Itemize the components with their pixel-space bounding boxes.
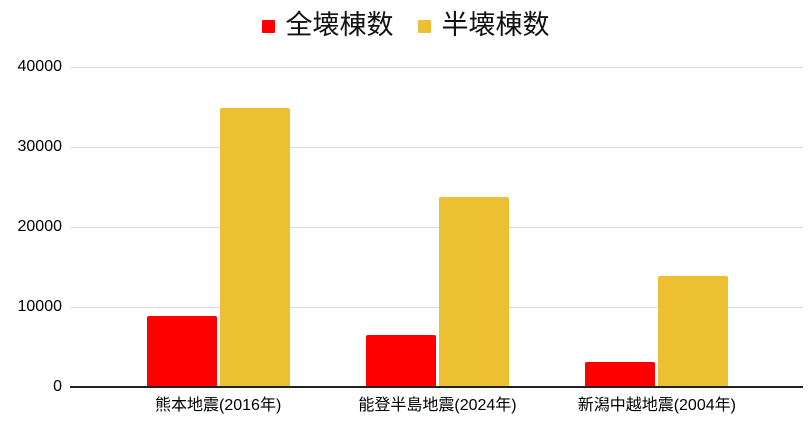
- gridline-30000: [70, 146, 803, 148]
- hankai-color-swatch-icon: [417, 19, 431, 33]
- y-tick-label-10000: 10000: [17, 298, 63, 315]
- legend-label-hankai: 半壊棟数: [441, 10, 550, 40]
- legend: 全壊棟数 半壊棟数: [0, 9, 811, 41]
- x-axis-line: [70, 386, 803, 388]
- hankai-bar-chuetsu[interactable]: [658, 275, 729, 386]
- y-tick-label-0: 0: [53, 378, 62, 395]
- legend-label-zenkai: 全壊棟数: [285, 10, 394, 40]
- x-axis-label-noto: 能登半島地震(2024年): [358, 397, 517, 414]
- gridline-10000: [70, 306, 803, 308]
- zenkai-bar-kumamoto[interactable]: [146, 316, 217, 386]
- legend-item-zenkai: 全壊棟数: [261, 9, 394, 41]
- legend-item-hankai: 半壊棟数: [417, 9, 550, 41]
- plot-area: [70, 66, 803, 388]
- zenkai-bar-noto[interactable]: [366, 334, 436, 386]
- x-axis-label-kumamoto: 熊本地震(2016年): [155, 397, 282, 414]
- zenkai-color-swatch-icon: [261, 19, 275, 33]
- y-tick-label-30000: 30000: [17, 138, 63, 155]
- hankai-bar-noto[interactable]: [439, 197, 509, 386]
- hankai-bar-kumamoto[interactable]: [219, 108, 290, 386]
- x-axis-label-chuetsu: 新潟中越地震(2004年): [577, 397, 736, 414]
- zenkai-bar-chuetsu[interactable]: [585, 362, 656, 386]
- y-tick-label-20000: 20000: [17, 218, 63, 235]
- gridline-40000: [70, 66, 803, 68]
- y-tick-label-40000: 40000: [17, 58, 63, 75]
- gridline-20000: [70, 226, 803, 228]
